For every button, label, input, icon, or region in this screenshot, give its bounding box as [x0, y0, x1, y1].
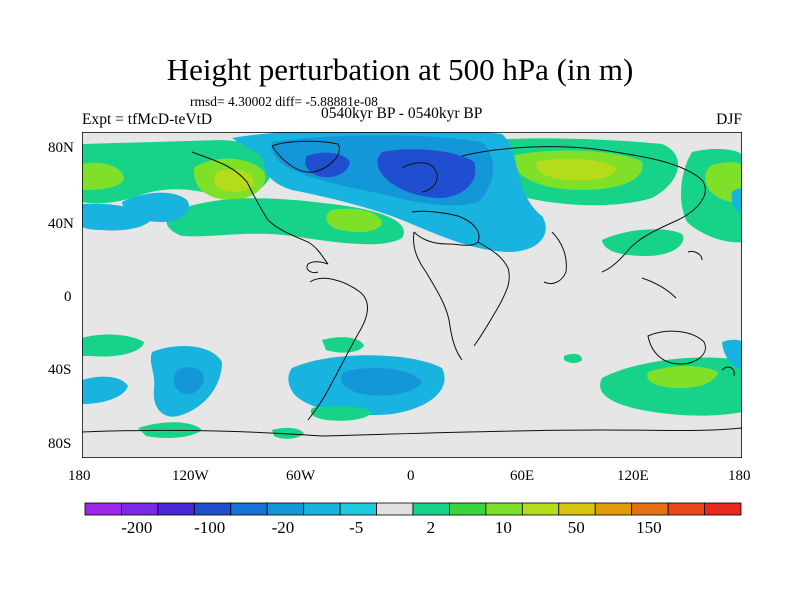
y-tick-40s: 40S: [48, 362, 72, 378]
colorbar-swatch: [558, 502, 596, 516]
positive-region-atlantic-core: [326, 208, 382, 233]
colorbar-swatch: [266, 502, 305, 516]
experiment-label: Expt = tfMcD-teVtD: [82, 111, 213, 128]
colorbar-label: -100: [194, 518, 226, 537]
positive-region-south-indian-core: [647, 366, 718, 389]
negative-region-pacific-belt: [82, 203, 152, 231]
season-label: DJF: [716, 111, 742, 128]
colorbar-swatch: [121, 502, 159, 516]
x-tick-180e: 180: [728, 468, 751, 484]
x-tick-60e: 60E: [510, 468, 535, 484]
colorbar-swatch: [412, 502, 450, 516]
y-tick-80n: 80N: [48, 140, 74, 156]
colorbar-swatch: [594, 502, 633, 516]
x-tick-180w: 180: [68, 468, 91, 484]
contour-map: [82, 132, 742, 458]
colorbar-label: -200: [121, 518, 153, 537]
period-label: 0540kyr BP - 0540kyr BP: [321, 105, 483, 122]
positive-region-polar-south-2: [272, 427, 304, 439]
colorbar-label: 10: [494, 518, 512, 537]
colorbar-swatch: [303, 502, 341, 516]
colorbar-label: 2: [426, 518, 436, 537]
coastlines: [82, 140, 742, 437]
negative-region-south-band: [310, 405, 372, 421]
negative-region-na-west: [731, 188, 742, 212]
y-tick-40n: 40N: [48, 216, 74, 232]
negative-region-south-far: [82, 376, 128, 404]
colorbar-swatch: [631, 502, 669, 516]
positive-region-westpac: [602, 229, 684, 256]
y-tick-80s: 80S: [48, 436, 72, 452]
colorbar-swatch: [157, 502, 195, 516]
colorbar-label: -5: [349, 518, 364, 537]
positive-region-pacific-west: [82, 162, 124, 190]
colorbar-swatch: [339, 502, 377, 516]
colorbar-swatch: [84, 502, 122, 516]
colorbar-swatch: [485, 502, 523, 516]
positive-region-asia-strong: [536, 158, 616, 181]
positive-region-south-east: [564, 353, 582, 363]
colorbar-swatch: [376, 502, 414, 516]
colorbar-swatch: [521, 502, 560, 516]
stats-line: rmsd= 4.30002 diff= -5.88881e-08: [190, 94, 378, 109]
x-tick-120e: 120E: [617, 468, 649, 484]
colorbar-swatch: [193, 502, 232, 516]
x-tick-0: 0: [407, 468, 415, 484]
positive-region-south-pacific: [82, 334, 144, 357]
negative-region-far-east: [722, 339, 742, 368]
map-title: Height perturbation at 500 hPa (in m): [166, 52, 634, 87]
colorbar-swatch: [704, 502, 742, 516]
x-tick-60w: 60W: [286, 468, 316, 484]
colorbar-swatch: [667, 502, 705, 516]
y-tick-0: 0: [64, 289, 72, 305]
negative-region-south-pacific-core: [173, 367, 204, 395]
colorbar-swatch: [230, 502, 268, 516]
colorbar-label: -20: [271, 518, 295, 537]
colorbar-swatch: [449, 502, 487, 516]
x-tick-120w: 120W: [172, 468, 209, 484]
negative-region-arctic-core: [377, 149, 476, 198]
positive-region-south-atl: [322, 337, 364, 353]
positive-region-na-strong: [214, 169, 254, 192]
colorbar-label: 50: [567, 518, 585, 537]
colorbar-label: 150: [636, 518, 662, 537]
negative-region-south-atlantic-core: [340, 367, 422, 396]
colorbar: [84, 502, 742, 516]
